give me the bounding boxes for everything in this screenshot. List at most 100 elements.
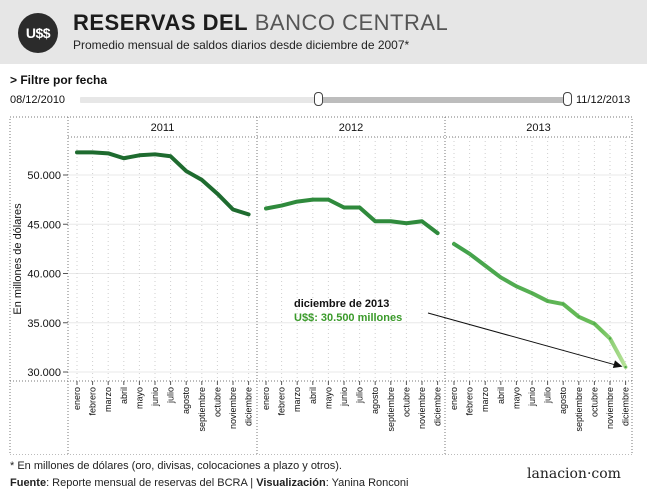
x-tick-label-junio: junio	[150, 387, 160, 407]
data-point-2013-mayo	[515, 285, 518, 288]
y-axis-label: En millones de dólares	[12, 203, 24, 315]
data-point-2011-octubre	[216, 192, 219, 195]
title-strong: RESERVAS DEL	[73, 10, 249, 35]
x-tick-label-noviembre: noviembre	[605, 387, 615, 429]
data-point-2012-junio	[342, 206, 346, 209]
viz-text: : Yanina Ronconi	[325, 477, 409, 489]
data-point-2012-abril	[311, 198, 314, 201]
viz-label: Visualización	[256, 477, 326, 489]
page-subtitle: Promedio mensual de saldos diarios desde…	[73, 38, 410, 52]
x-tick-label-abril: abril	[496, 387, 506, 404]
data-point-2011-noviembre	[231, 208, 235, 211]
data-point-2013-octubre	[593, 322, 596, 325]
y-tick-label: 50.000	[27, 170, 61, 182]
data-point-2011-mayo	[138, 154, 141, 157]
data-point-2011-febrero	[91, 151, 94, 154]
y-tick-label: 45.000	[27, 219, 61, 231]
data-point-2012-septiembre	[389, 220, 392, 223]
x-tick-label-diciembre: diciembre	[621, 387, 631, 426]
annotation-value: U$$: 30.500 millones	[294, 312, 402, 324]
series-line-2013	[452, 241, 628, 370]
data-point-2011-enero	[75, 151, 79, 154]
panel-year-label: 2011	[151, 122, 175, 134]
data-point-2013-enero	[452, 242, 456, 246]
x-tick-label-septiembre: septiembre	[386, 387, 396, 432]
reserves-line-chart: En millones de dólares 30.000 35.000 40.000…	[9, 116, 633, 455]
source-label: Fuente	[10, 477, 47, 489]
currency-logo-icon: U$$	[18, 13, 58, 53]
x-tick-label-noviembre: noviembre	[417, 387, 427, 429]
annotation-currency: U$$	[294, 312, 314, 324]
x-tick-label-mayo: mayo	[323, 387, 333, 409]
y-tick-label: 35.000	[27, 318, 61, 330]
x-tick-label-septiembre: septiembre	[197, 387, 207, 432]
panel-year-label: 2013	[526, 122, 550, 134]
title-light: BANCO CENTRAL	[254, 10, 449, 35]
x-tick-label-mayo: mayo	[134, 387, 144, 409]
x-tick-label-mayo: mayo	[511, 387, 521, 409]
x-tick-label-abril: abril	[119, 387, 129, 404]
data-point-2012-noviembre	[420, 220, 424, 223]
data-point-2012-enero	[264, 207, 268, 210]
data-point-2013-agosto	[562, 302, 565, 306]
x-tick-label-agosto: agosto	[370, 387, 380, 414]
series-line-2011	[75, 150, 251, 217]
slider-end-handle[interactable]	[563, 92, 572, 106]
filter-end-date: 11/12/2013	[576, 94, 631, 106]
data-point-2012-febrero	[280, 204, 283, 207]
x-tick-label-marzo: marzo	[103, 387, 113, 412]
data-point-2011-marzo	[107, 152, 110, 155]
filter-start-date: 08/12/2010	[10, 94, 66, 106]
x-tick-label-julio: julio	[355, 387, 365, 404]
x-tick-label-noviembre: noviembre	[228, 387, 238, 429]
x-tick-label-marzo: marzo	[480, 387, 490, 412]
x-tick-label-septiembre: septiembre	[574, 387, 584, 432]
date-range-slider-selection[interactable]	[319, 97, 568, 103]
data-point-2013-marzo	[484, 264, 487, 267]
data-point-2011-julio	[169, 155, 172, 158]
x-tick-label-enero: enero	[72, 387, 82, 410]
x-tick-label-enero: enero	[261, 387, 271, 410]
source-text: : Reporte mensual de reservas del BCRA |	[46, 477, 257, 489]
x-tick-label-enero: enero	[449, 387, 459, 410]
x-tick-label-febrero: febrero	[465, 387, 475, 416]
source-credit: Fuente: Reporte mensual de reservas del …	[10, 477, 408, 489]
data-point-2012-julio	[358, 206, 361, 209]
y-tick-label: 40.000	[27, 269, 61, 281]
data-point-2012-agosto	[374, 220, 377, 223]
data-point-2013-julio	[546, 299, 549, 303]
panel-year-label: 2012	[339, 122, 363, 134]
series-line-2012	[264, 197, 440, 236]
footnote: * En millones de dólares (oro, divisas, …	[10, 460, 342, 472]
x-tick-label-diciembre: diciembre	[244, 387, 254, 426]
data-point-2011-agosto	[185, 169, 188, 173]
x-tick-label-junio: junio	[527, 387, 537, 407]
annotation-title: diciembre de 2013	[294, 298, 389, 310]
data-point-2013-diciembre	[624, 365, 627, 369]
x-tick-label-febrero: febrero	[88, 387, 98, 416]
data-point-2011-abril	[122, 157, 126, 160]
data-point-2013-septiembre	[577, 315, 580, 319]
page-title: RESERVAS DEL BANCO CENTRAL	[73, 10, 448, 36]
data-point-2011-septiembre	[200, 178, 203, 182]
slider-start-handle[interactable]	[314, 92, 323, 106]
x-tick-label-julio: julio	[543, 387, 553, 404]
x-tick-label-abril: abril	[308, 387, 318, 404]
x-tick-label-octubre: octubre	[589, 387, 599, 417]
x-tick-label-diciembre: diciembre	[433, 387, 443, 426]
y-tick-label: 30.000	[27, 367, 61, 379]
annotation-arrow-line	[427, 312, 620, 367]
x-tick-label-marzo: marzo	[292, 387, 302, 412]
data-point-2012-diciembre	[436, 231, 439, 235]
data-point-2012-octubre	[405, 222, 408, 225]
data-point-2011-junio	[153, 153, 157, 156]
data-point-2013-febrero	[468, 252, 471, 255]
date-filter-toggle[interactable]: > Filtre por fecha	[10, 73, 108, 87]
brand-logo[interactable]: lanacion·com	[527, 466, 621, 482]
annotation-arrow-head	[612, 360, 623, 369]
x-tick-label-octubre: octubre	[212, 387, 222, 417]
annotation-amount: : 30.500 millones	[314, 312, 402, 324]
header-band: U$$ RESERVAS DEL BANCO CENTRAL Promedio …	[0, 0, 647, 64]
x-tick-label-junio: junio	[339, 387, 349, 407]
data-point-2012-marzo	[296, 200, 299, 203]
